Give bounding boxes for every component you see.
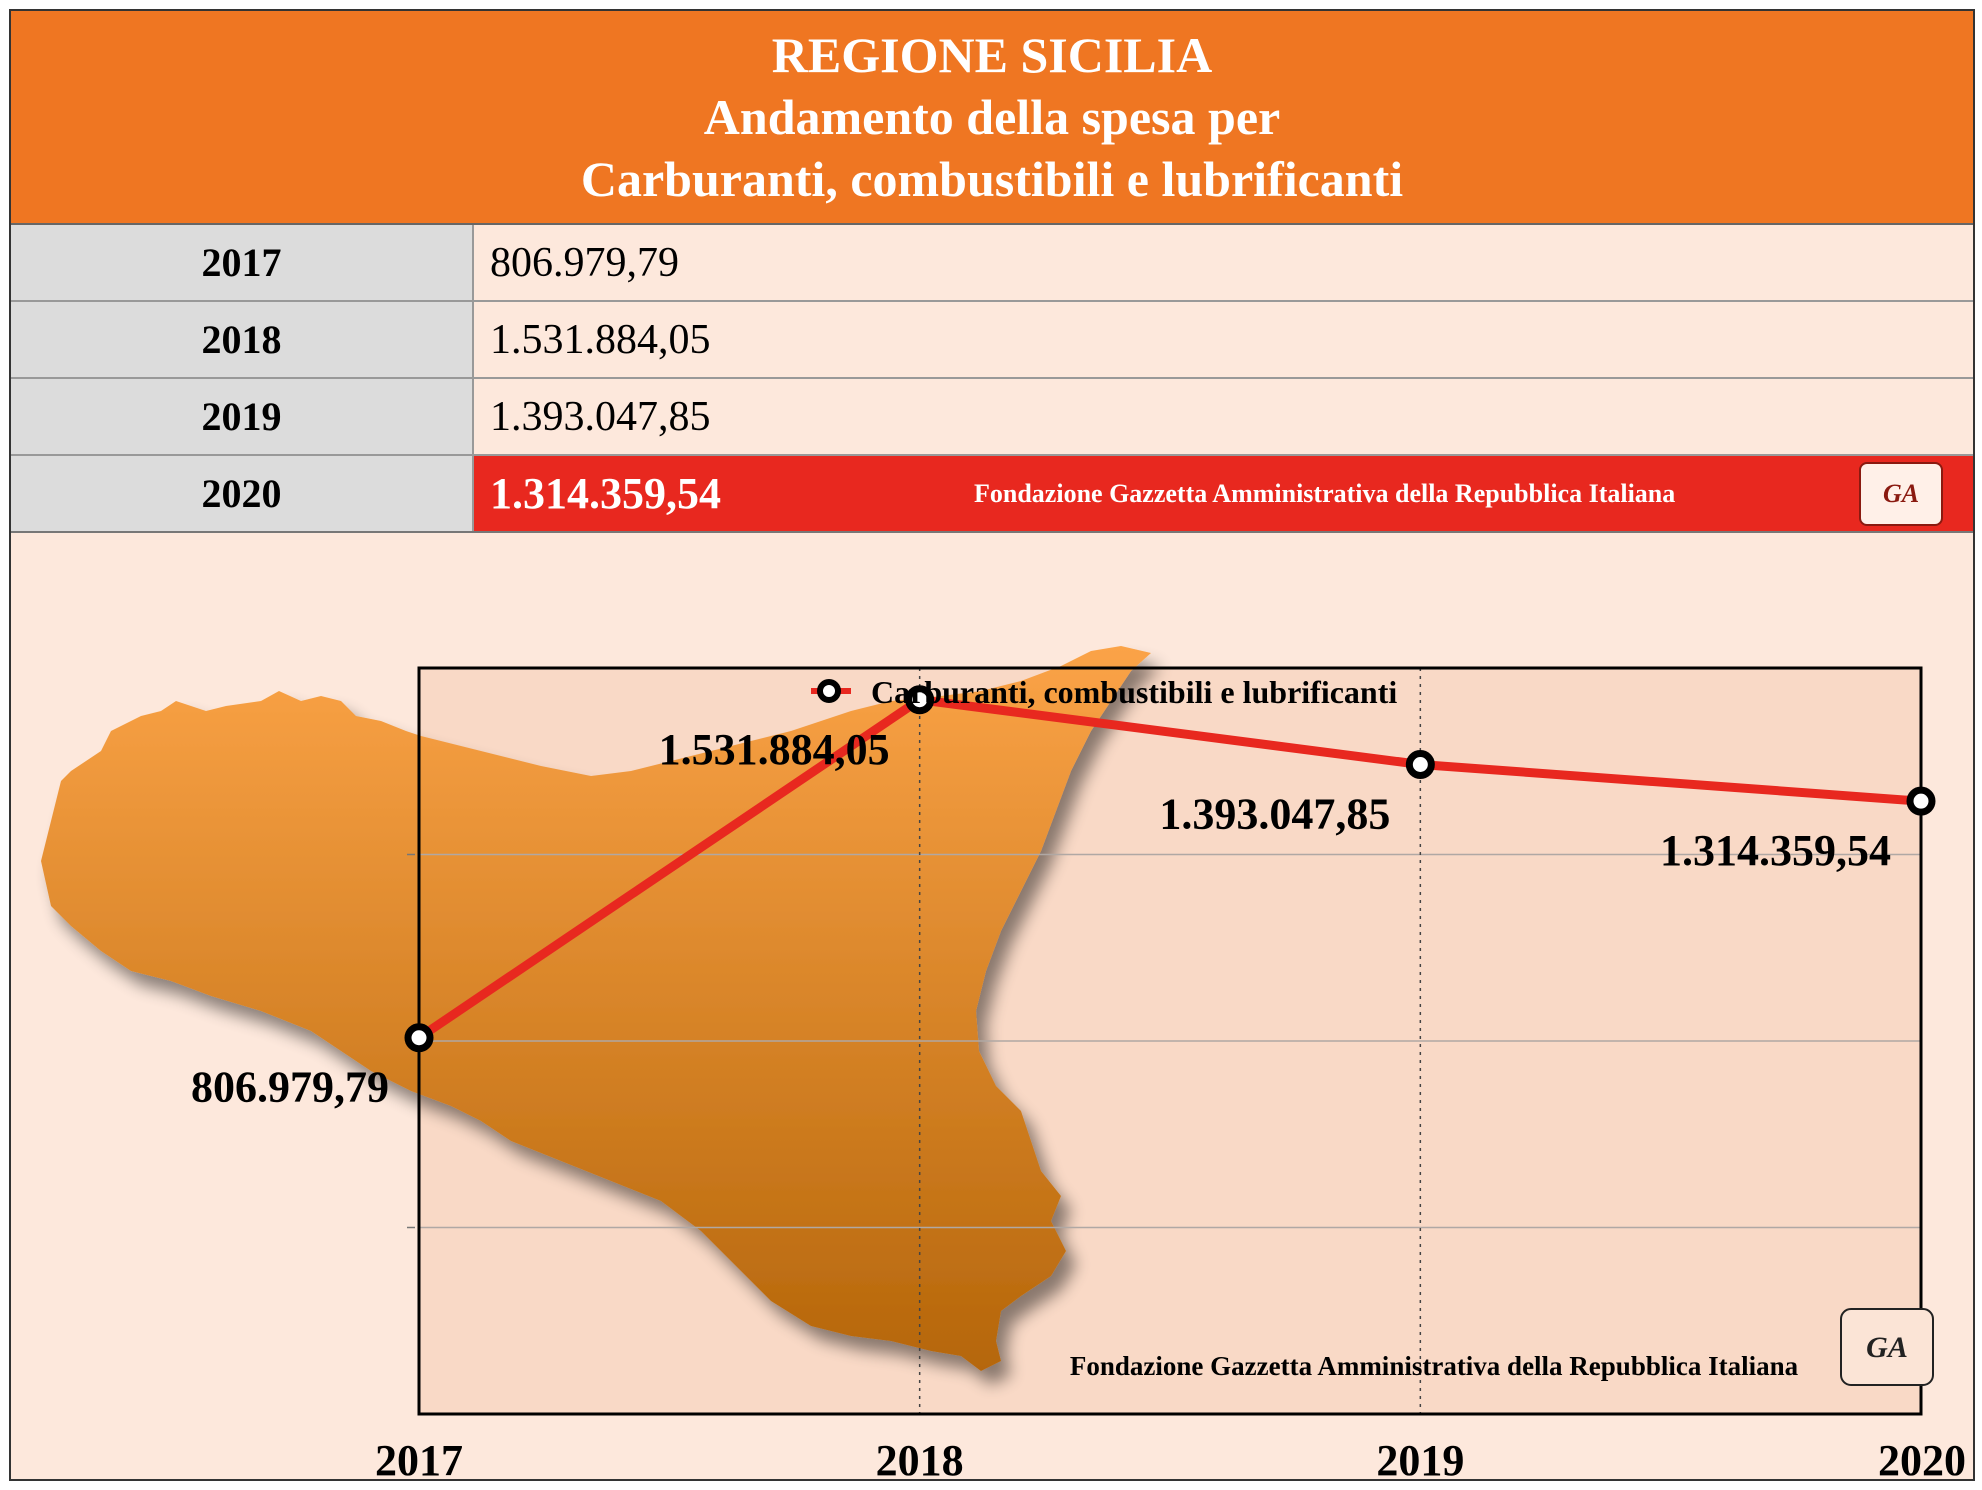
- chart-credit-text: Fondazione Gazzetta Amministrativa della…: [1070, 1351, 1799, 1381]
- data-label: 806.979,79: [191, 1063, 389, 1112]
- legend: Carburanti, combustibili e lubrificanti: [811, 674, 1397, 710]
- legend-marker: [817, 679, 841, 703]
- x-tick-label: 2018: [876, 1436, 964, 1481]
- x-tick-label: 2019: [1376, 1436, 1464, 1481]
- value-cell: 806.979,79: [474, 225, 1973, 300]
- x-tick-label: 2020: [1878, 1436, 1966, 1481]
- series-layer: [404, 685, 1936, 1053]
- infographic-frame: REGIONE SICILIA Andamento della spesa pe…: [9, 9, 1975, 1481]
- gridlines: [407, 668, 1921, 1414]
- table-row-highlight: 2020 1.314.359,54 Fondazione Gazzetta Am…: [11, 456, 1973, 533]
- header-category: Carburanti, combustibili e lubrificanti: [580, 151, 1404, 207]
- label-layer: 806.979,79 1.531.884,05 1.393.047,85 1.314.…: [191, 725, 1891, 1112]
- year-cell: 2019: [11, 379, 474, 454]
- region-title: REGIONE SICILIA: [771, 27, 1213, 83]
- year-cell: 2020: [11, 456, 474, 531]
- svg-text:GA: GA: [1866, 1331, 1908, 1364]
- highlight-value: 1.314.359,54: [490, 469, 721, 518]
- data-point: [1906, 786, 1936, 816]
- header-banner: REGIONE SICILIA Andamento della spesa pe…: [11, 11, 1973, 225]
- x-tick-label: 2017: [375, 1436, 463, 1481]
- series-line: [416, 695, 1922, 1042]
- data-point: [404, 1023, 434, 1053]
- table-row: 2019 1.393.047,85: [11, 379, 1973, 456]
- chart-seal-logo: GA: [1840, 1308, 1934, 1386]
- x-axis-ticks: 2017 2018 2019 2020: [375, 1436, 1966, 1481]
- legend-label: Carburanti, combustibili e lubrificanti: [871, 674, 1397, 710]
- year-cell: 2017: [11, 225, 474, 300]
- value-cell: 1.531.884,05: [474, 302, 1973, 377]
- credit-text: Fondazione Gazzetta Amministrativa della…: [974, 478, 1676, 508]
- data-label: 1.314.359,54: [1660, 826, 1891, 875]
- value-cell-highlight: 1.314.359,54 Fondazione Gazzetta Amminis…: [474, 456, 1973, 531]
- line-chart: 806.979,79 1.531.884,05 1.393.047,85 1.314.…: [41, 646, 1966, 1481]
- header-subtitle: Andamento della spesa per: [703, 89, 1281, 145]
- data-label: 1.531.884,05: [659, 725, 890, 774]
- sicily-map-shape: [41, 646, 1151, 1371]
- year-cell: 2018: [11, 302, 474, 377]
- table-row: 2018 1.531.884,05: [11, 302, 1973, 379]
- data-point: [1405, 749, 1435, 779]
- seal-logo: GA: [1859, 462, 1943, 526]
- data-label: 1.393.047,85: [1159, 789, 1390, 838]
- value-cell: 1.393.047,85: [474, 379, 1973, 454]
- data-point: [905, 685, 935, 715]
- table-row: 2017 806.979,79: [11, 225, 1973, 302]
